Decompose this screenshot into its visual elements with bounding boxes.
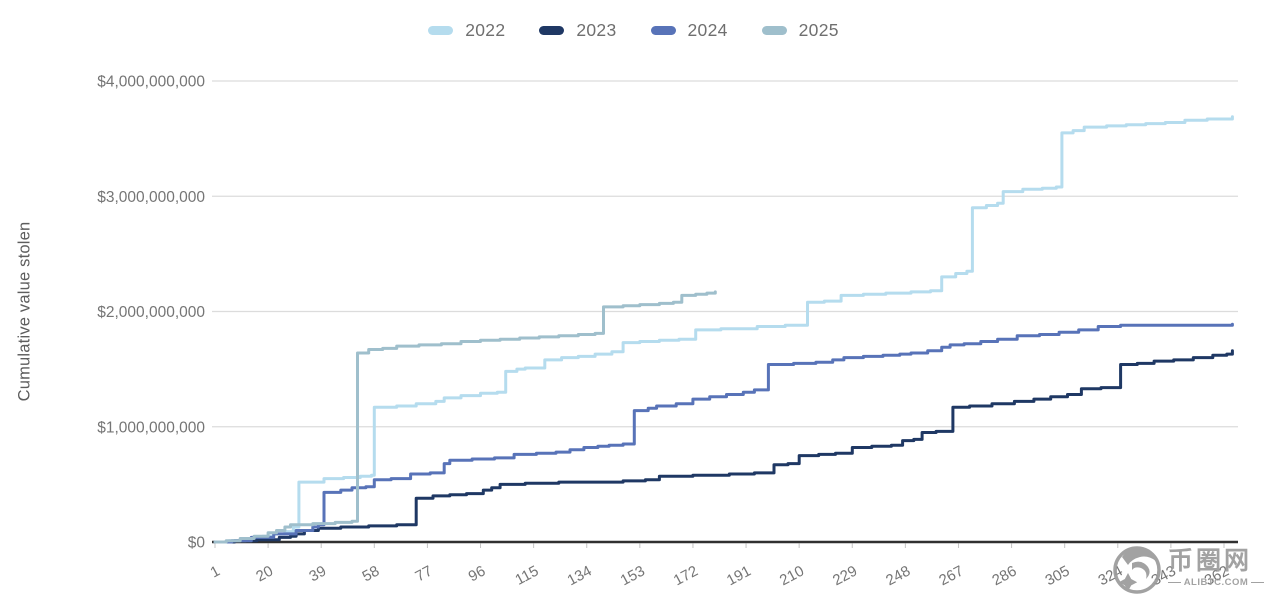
x-tick-label: 58 [359, 563, 382, 586]
series-line-2023 [213, 349, 1234, 544]
series-line-2025 [213, 290, 717, 544]
x-tick-label: 172 [671, 563, 701, 590]
x-tick-label: 20 [253, 563, 276, 586]
watermark-rule-right [1251, 581, 1265, 583]
y-tick-label: $0 [188, 535, 206, 552]
x-tick-label: 191 [724, 563, 754, 590]
x-tick-label: 134 [565, 563, 595, 590]
x-tick-label: 210 [777, 563, 807, 590]
series-line-2022 [213, 115, 1234, 544]
legend-item-2023: 2023 [539, 20, 616, 41]
legend-swatch-2025 [761, 26, 787, 35]
series-line-2024 [213, 322, 1234, 544]
legend-label-2024: 2024 [687, 20, 728, 40]
watermark-logo-icon [1113, 546, 1161, 594]
legend-swatch-2023 [539, 26, 565, 35]
legend-label-2025: 2025 [798, 20, 839, 40]
legend-item-2022: 2022 [428, 20, 505, 41]
watermark-domain: ALIBTC.COM [1168, 577, 1265, 588]
legend-label-2022: 2022 [465, 20, 506, 40]
y-tick-label: $2,000,000,000 [97, 304, 205, 321]
x-tick-label: 286 [989, 563, 1019, 590]
x-tick-label: 267 [936, 563, 966, 590]
x-tick-label: 153 [618, 563, 648, 590]
x-tick-label: 248 [883, 563, 913, 590]
legend-item-2025: 2025 [761, 20, 839, 41]
x-tick-label: 39 [306, 563, 329, 586]
x-tick-label: 229 [830, 563, 860, 590]
watermark: 币圈网 ALIBTC.COM [1108, 539, 1265, 597]
y-tick-label: $4,000,000,000 [97, 74, 205, 91]
watermark-rule-left [1168, 581, 1181, 583]
x-tick-label: 115 [512, 563, 541, 589]
y-tick-label: $3,000,000,000 [97, 189, 205, 206]
x-tick-label: 96 [466, 563, 489, 586]
x-tick-label: 305 [1042, 563, 1072, 590]
x-tick-label: 1 [208, 563, 223, 582]
legend-swatch-2024 [650, 26, 676, 35]
x-tick-label: 77 [413, 563, 436, 586]
legend-item-2024: 2024 [650, 20, 728, 41]
legend-label-2023: 2023 [576, 20, 617, 40]
watermark-site-name: 币圈网 [1168, 547, 1253, 576]
legend: 2022 2023 2024 2025 [0, 20, 1267, 41]
y-tick-label: $1,000,000,000 [97, 419, 205, 436]
legend-swatch-2022 [428, 26, 454, 35]
